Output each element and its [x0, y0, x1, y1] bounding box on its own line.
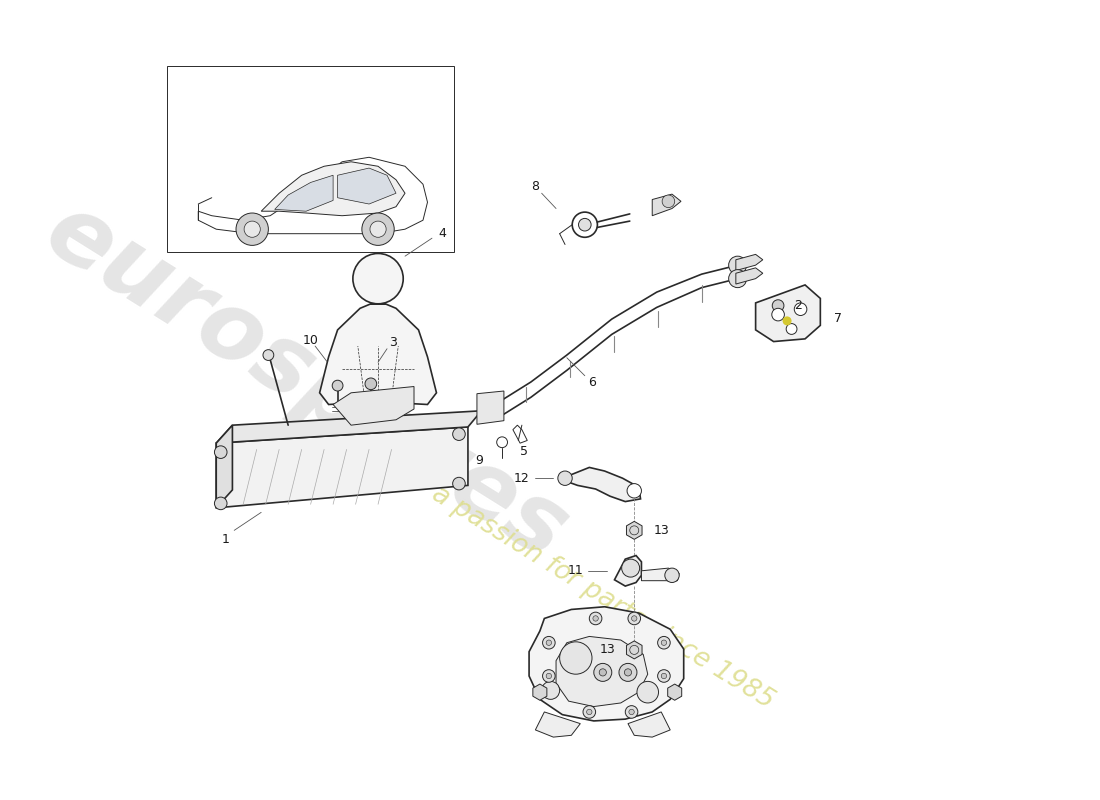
Text: eurospares: eurospares: [29, 185, 584, 579]
Text: 3: 3: [389, 336, 397, 349]
Circle shape: [637, 682, 659, 703]
Circle shape: [658, 637, 670, 649]
Circle shape: [214, 497, 227, 510]
Text: 13: 13: [653, 524, 669, 537]
Polygon shape: [627, 641, 642, 659]
Text: 7: 7: [834, 312, 843, 325]
Polygon shape: [668, 684, 682, 700]
Circle shape: [782, 316, 792, 326]
Polygon shape: [615, 555, 641, 586]
Circle shape: [728, 256, 747, 274]
Circle shape: [583, 706, 595, 718]
Polygon shape: [198, 158, 428, 234]
Circle shape: [558, 471, 572, 486]
Circle shape: [590, 612, 602, 625]
Circle shape: [625, 669, 631, 676]
Circle shape: [214, 446, 227, 458]
Circle shape: [628, 612, 640, 625]
Text: 4: 4: [439, 227, 447, 240]
Circle shape: [629, 710, 635, 714]
Circle shape: [772, 308, 784, 321]
Circle shape: [661, 640, 667, 646]
Circle shape: [560, 642, 592, 674]
Circle shape: [627, 484, 641, 498]
Polygon shape: [652, 194, 681, 216]
Circle shape: [362, 213, 394, 246]
Circle shape: [662, 195, 674, 208]
Circle shape: [625, 706, 638, 718]
Polygon shape: [756, 285, 821, 342]
Circle shape: [547, 640, 551, 646]
Text: 12: 12: [514, 472, 530, 485]
Circle shape: [542, 637, 556, 649]
Text: 6: 6: [588, 375, 596, 389]
Polygon shape: [556, 637, 648, 706]
Circle shape: [772, 300, 784, 311]
Circle shape: [600, 669, 606, 676]
Circle shape: [786, 323, 798, 334]
Circle shape: [365, 378, 376, 390]
Circle shape: [244, 221, 261, 238]
Circle shape: [631, 616, 637, 621]
Polygon shape: [736, 268, 762, 284]
Polygon shape: [532, 684, 547, 700]
Polygon shape: [167, 66, 454, 252]
Text: 11: 11: [568, 564, 584, 578]
Text: 8: 8: [531, 181, 539, 194]
Text: 2: 2: [794, 299, 802, 312]
Circle shape: [542, 670, 556, 682]
Circle shape: [263, 350, 274, 361]
Circle shape: [332, 380, 343, 391]
Polygon shape: [275, 175, 333, 211]
Text: 10: 10: [302, 334, 319, 347]
Circle shape: [619, 663, 637, 682]
Circle shape: [547, 674, 551, 678]
Circle shape: [541, 682, 560, 699]
Polygon shape: [261, 162, 405, 216]
Polygon shape: [529, 606, 684, 721]
Circle shape: [794, 303, 807, 315]
Circle shape: [594, 663, 612, 682]
Polygon shape: [217, 410, 482, 443]
Polygon shape: [736, 254, 762, 270]
Polygon shape: [477, 391, 504, 424]
Circle shape: [586, 710, 592, 714]
Polygon shape: [627, 522, 642, 539]
Circle shape: [593, 616, 598, 621]
Text: 13: 13: [600, 643, 615, 657]
Polygon shape: [565, 467, 640, 502]
Circle shape: [728, 270, 747, 288]
Circle shape: [453, 478, 465, 490]
Circle shape: [579, 218, 591, 231]
Text: 9: 9: [475, 454, 483, 466]
Text: 5: 5: [519, 445, 528, 458]
Polygon shape: [628, 712, 670, 737]
Polygon shape: [217, 425, 232, 508]
Circle shape: [658, 670, 670, 682]
Polygon shape: [320, 304, 437, 405]
Circle shape: [236, 213, 268, 246]
Polygon shape: [217, 427, 468, 508]
Circle shape: [353, 254, 404, 304]
Polygon shape: [333, 386, 414, 425]
Circle shape: [664, 568, 679, 582]
Circle shape: [453, 428, 465, 441]
Text: a passion for parts since 1985: a passion for parts since 1985: [427, 481, 779, 714]
Polygon shape: [338, 168, 396, 204]
Circle shape: [661, 674, 667, 678]
Polygon shape: [641, 568, 679, 581]
Text: 1: 1: [221, 533, 229, 546]
Circle shape: [370, 221, 386, 238]
Circle shape: [621, 559, 639, 577]
Polygon shape: [536, 712, 581, 737]
